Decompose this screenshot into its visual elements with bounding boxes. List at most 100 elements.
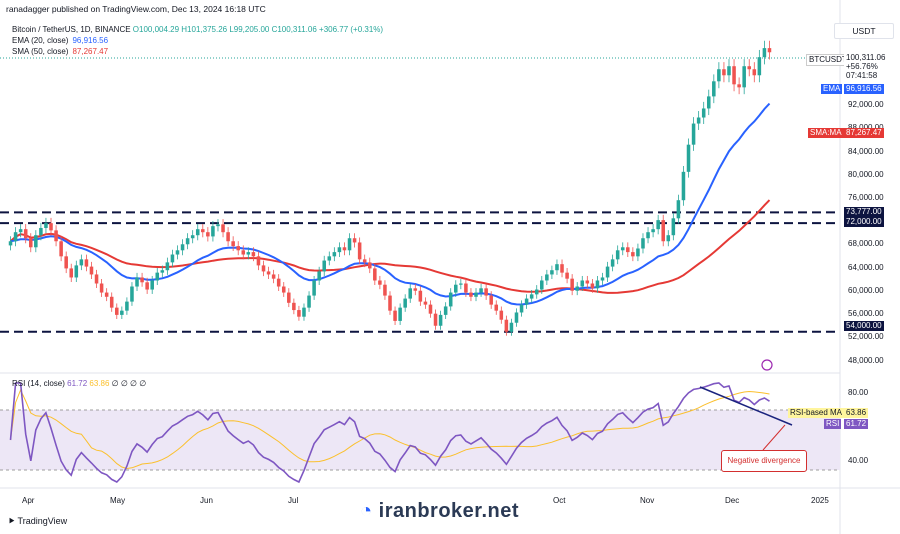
price-tick: 88,000.00 bbox=[848, 123, 884, 132]
candle-body bbox=[514, 312, 519, 323]
candle-body bbox=[8, 241, 13, 246]
divergence-trendline bbox=[699, 386, 793, 426]
candle-body bbox=[423, 301, 428, 305]
candle-body bbox=[656, 220, 660, 230]
candle-body bbox=[201, 229, 205, 233]
rsi-axis-value: 61.72 bbox=[844, 419, 869, 429]
candle-body bbox=[378, 280, 382, 285]
candle-body bbox=[570, 278, 574, 291]
candle-body bbox=[484, 288, 488, 296]
candle-body bbox=[216, 224, 220, 227]
ema-legend[interactable]: EMA (20, close) 96,916.56 bbox=[12, 36, 108, 45]
candle-body bbox=[459, 283, 463, 285]
candle-body bbox=[59, 241, 63, 257]
candle-body bbox=[631, 252, 635, 257]
candle-body bbox=[717, 69, 721, 82]
candle-body bbox=[767, 48, 772, 53]
iranbroker-watermark: ◔ iranbroker.net bbox=[360, 500, 519, 523]
candle-body bbox=[671, 218, 676, 236]
candle-body bbox=[636, 248, 640, 257]
candle-body bbox=[509, 322, 514, 332]
sma-legend-value: 87,267.47 bbox=[72, 47, 109, 56]
candle-body bbox=[691, 123, 696, 145]
candle-body bbox=[742, 66, 746, 88]
candle-body bbox=[418, 290, 423, 302]
candle-body bbox=[550, 270, 554, 275]
candle-body bbox=[251, 252, 256, 257]
candle-body bbox=[519, 304, 524, 313]
candle-body bbox=[398, 307, 402, 321]
candle-body bbox=[115, 307, 119, 315]
candle-body bbox=[150, 280, 154, 290]
rsi-legend-extra: ∅ ∅ ∅ ∅ bbox=[111, 379, 147, 388]
candle-body bbox=[236, 246, 240, 251]
candle-body bbox=[49, 223, 53, 231]
candle-body bbox=[195, 229, 200, 236]
publisher-line: ranadagger published on TradingView.com,… bbox=[6, 4, 266, 14]
candle-body bbox=[165, 262, 170, 271]
sma-legend-label: SMA (50, close) bbox=[12, 47, 69, 56]
candle-body bbox=[499, 310, 504, 320]
candle-body bbox=[287, 292, 291, 303]
candle-body bbox=[312, 280, 316, 296]
month-tick: 2025 bbox=[811, 496, 829, 505]
rsi-legend[interactable]: RSI (14, close) 61.72 63.86 ∅ ∅ ∅ ∅ bbox=[12, 379, 146, 388]
candle-body bbox=[211, 226, 215, 237]
rsi-ma-axis-value: 63.86 bbox=[844, 408, 869, 418]
candle-body bbox=[727, 66, 731, 76]
price-tick: 56,000.00 bbox=[848, 309, 884, 318]
candle-body bbox=[560, 264, 564, 273]
candle-body bbox=[443, 306, 448, 315]
sma-legend[interactable]: SMA (50, close) 87,267.47 bbox=[12, 47, 108, 56]
ema-axis-value: 96,916.56 bbox=[844, 84, 884, 94]
month-tick: Dec bbox=[725, 496, 740, 505]
price-tick: 68,000.00 bbox=[848, 239, 884, 248]
ema-axis-tag: EMA bbox=[821, 84, 843, 94]
tradingview-logo[interactable]: ⯈ TradingView bbox=[8, 516, 67, 527]
candle-body bbox=[347, 238, 352, 251]
rsi-legend-value: 61.72 bbox=[67, 379, 88, 388]
candle-body bbox=[469, 292, 473, 297]
candle-body bbox=[540, 280, 544, 290]
candle-body bbox=[494, 304, 499, 311]
candle-body bbox=[84, 259, 89, 267]
candle-body bbox=[686, 144, 691, 172]
candle-body bbox=[732, 66, 736, 85]
currency-button[interactable]: USDT bbox=[834, 23, 894, 39]
price-tick: 48,000.00 bbox=[848, 356, 884, 365]
candle-body bbox=[454, 284, 458, 293]
candle-body bbox=[28, 238, 33, 248]
candle-body bbox=[393, 310, 397, 321]
candle-body bbox=[555, 264, 559, 271]
candle-body bbox=[337, 247, 342, 253]
candle-body bbox=[317, 271, 321, 281]
candle-body bbox=[64, 256, 68, 269]
candle-body bbox=[747, 66, 752, 70]
candle-body bbox=[261, 265, 266, 272]
candle-body bbox=[626, 247, 630, 253]
candle-body bbox=[706, 96, 711, 109]
rsi-tick: 80.00 bbox=[848, 388, 869, 397]
candle-body bbox=[565, 272, 569, 279]
last-price-tag: 100,311.06 +56.76% 07:41:58 bbox=[844, 53, 888, 80]
rsi-ma-tag-label: RSI-based MA bbox=[790, 408, 843, 417]
tv-logo-text: TradingView bbox=[17, 516, 68, 526]
candle-body bbox=[69, 268, 74, 278]
candle-body bbox=[352, 238, 357, 243]
candle-body bbox=[246, 252, 251, 255]
candle-body bbox=[206, 232, 210, 237]
symbol-legend: Bitcoin / TetherUS, 1D, BINANCE O100,004… bbox=[12, 25, 383, 34]
candle-body bbox=[322, 260, 326, 272]
candle-body bbox=[307, 295, 311, 308]
candle-body bbox=[534, 289, 539, 295]
candle-body bbox=[23, 229, 28, 239]
candle-body bbox=[135, 277, 139, 287]
candle-body bbox=[271, 274, 276, 279]
candle-body bbox=[160, 270, 165, 273]
price-tick: 84,000.00 bbox=[848, 147, 884, 156]
candle-body bbox=[373, 268, 377, 281]
candle-body bbox=[646, 232, 650, 239]
sma-axis-tag: SMA:MA bbox=[808, 128, 844, 138]
candle-body bbox=[180, 244, 185, 251]
